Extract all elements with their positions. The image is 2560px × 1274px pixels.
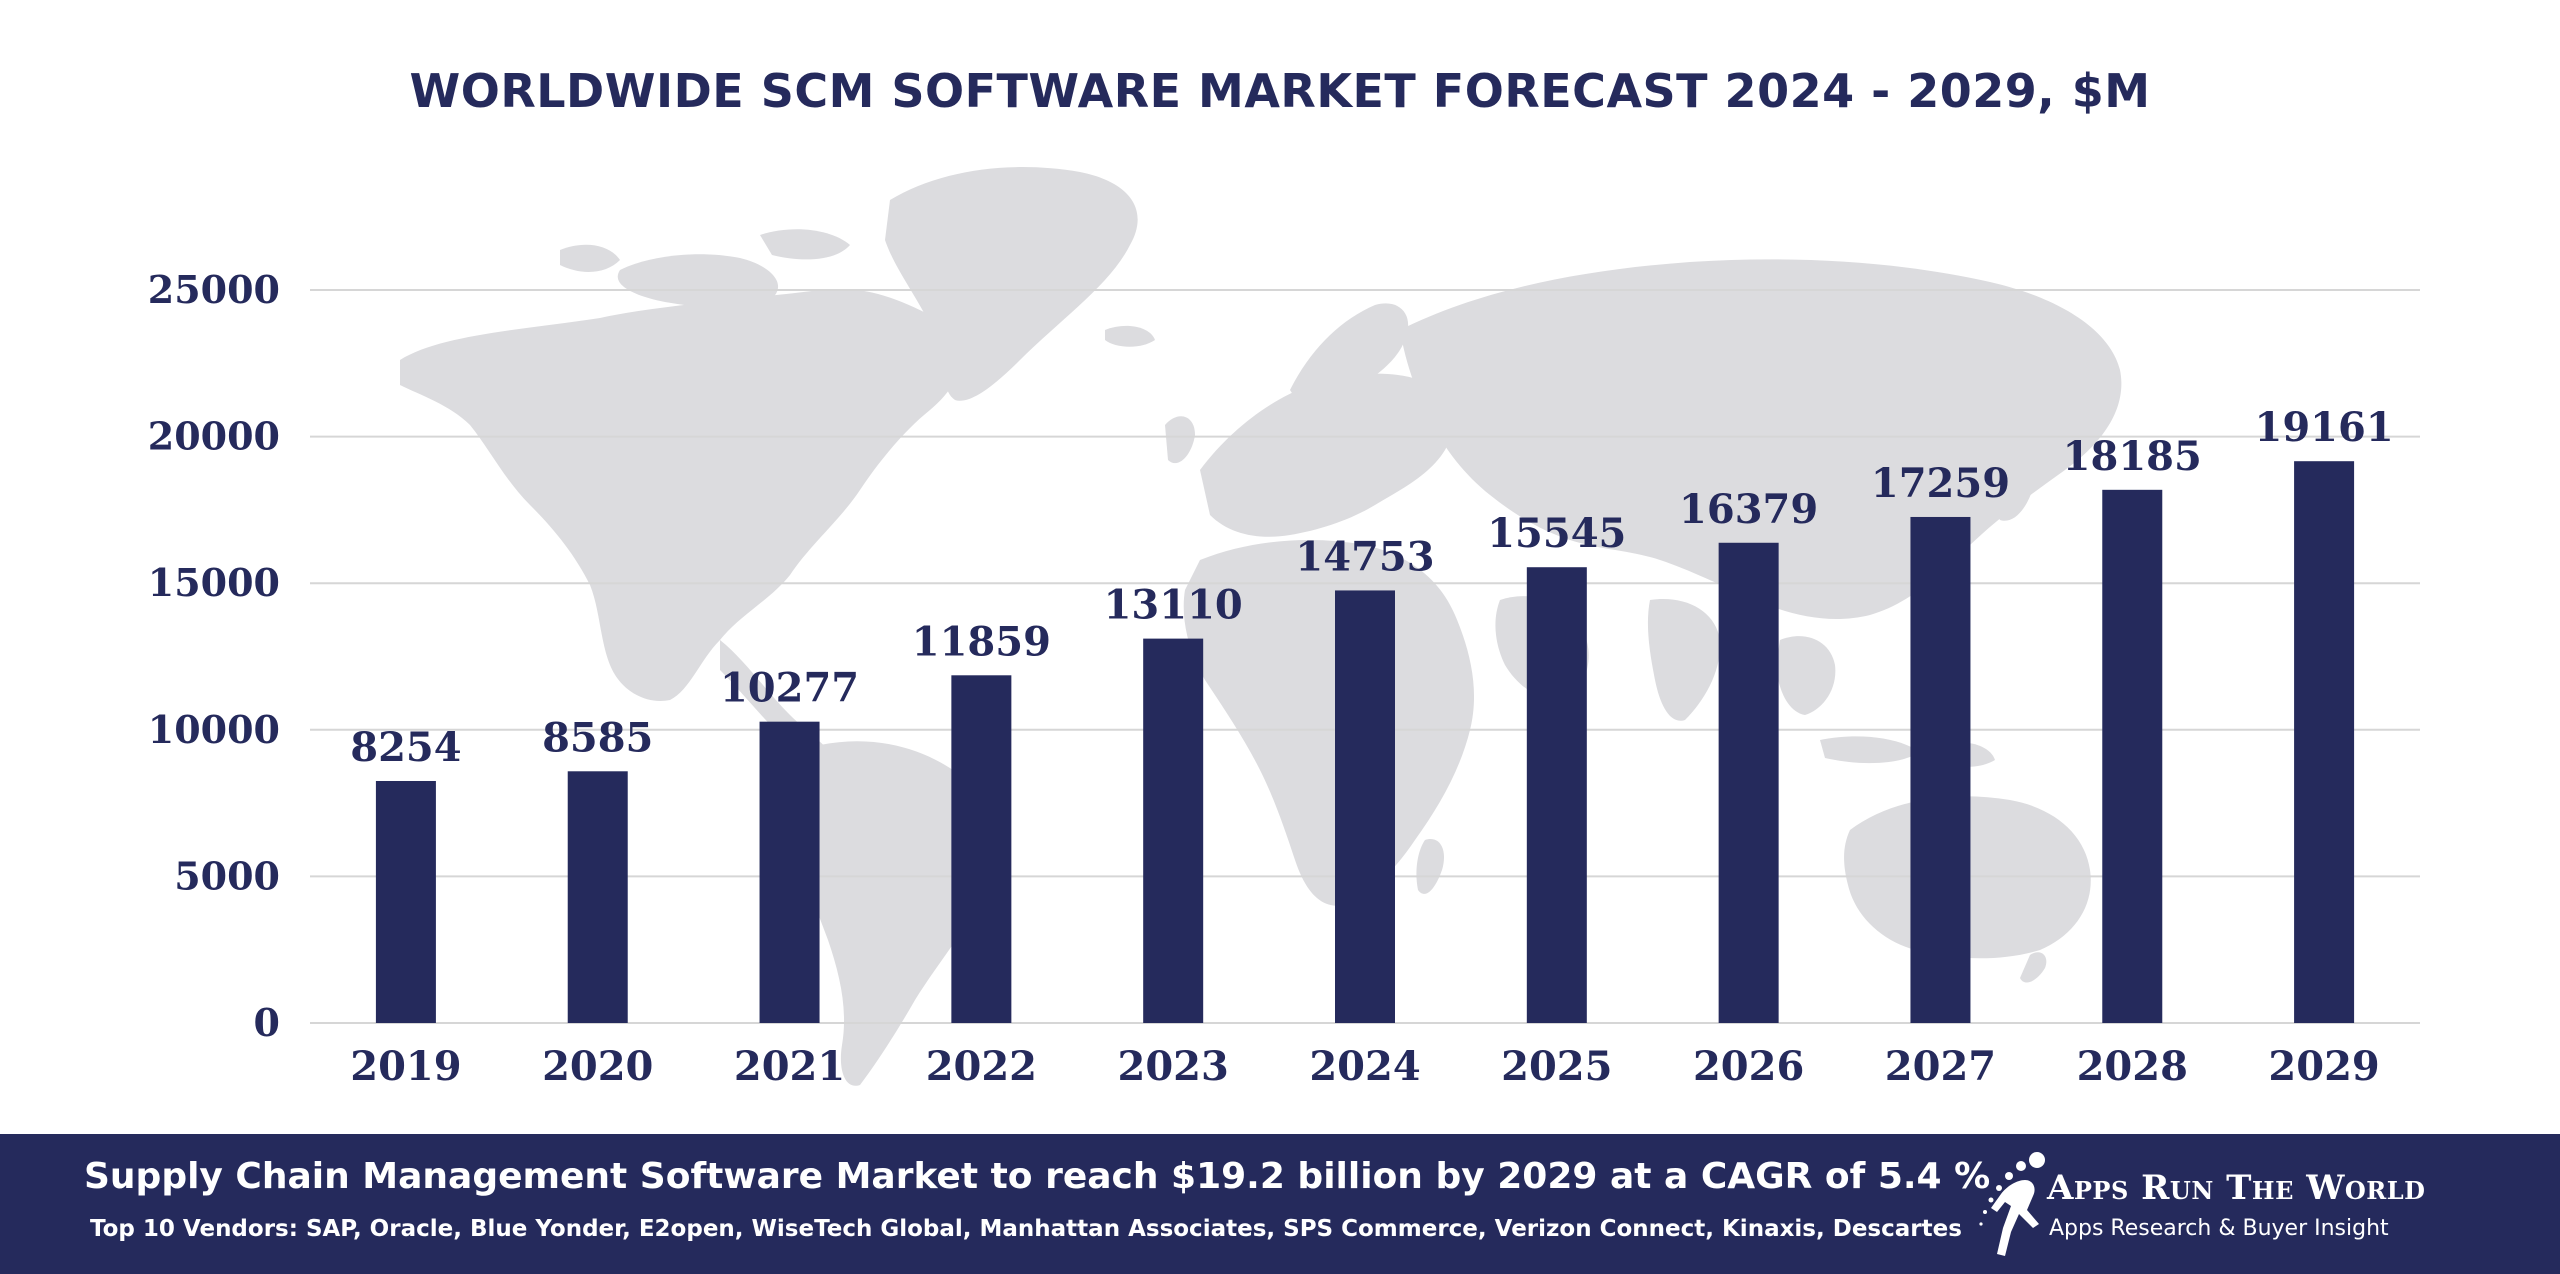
x-tick-label: 2028 [2077,1043,2188,1090]
bar [567,771,628,1023]
bar [1335,590,1395,1023]
bars [375,461,2355,1024]
footer-headline: Supply Chain Management Software Market … [84,1156,1991,1197]
bar [951,675,1012,1023]
bar [375,780,436,1023]
x-tick-label: 2020 [542,1043,653,1090]
y-tick-label: 15000 [148,560,280,605]
x-tick-label: 2019 [350,1043,461,1090]
y-tick-label: 20000 [148,414,280,459]
x-tick-label: 2024 [1309,1043,1420,1090]
y-tick-label: 25000 [148,267,280,312]
data-labels: 8254 8585 10277 11859 13110 14753 15545 16379 17… [350,404,2393,771]
world-map-background [400,167,2122,1086]
data-label: 15545 [1487,510,1626,557]
bar [1718,542,1779,1023]
bar [1143,638,1204,1023]
x-tick-label: 2021 [734,1043,845,1090]
x-axis: 2019 2020 2021 2022 2023 2024 2025 2026 2027 2028… [350,1043,2380,1090]
x-tick-label: 2029 [2268,1043,2379,1090]
bar [1910,516,1971,1023]
data-label: 16379 [1679,486,1818,533]
x-tick-label: 2023 [1118,1043,1229,1090]
data-label: 13110 [1104,582,1243,629]
chart-plot: 0 5000 10000 15000 20000 25000 8254 8585 10277 1… [148,167,2420,1090]
data-label: 10277 [720,665,859,712]
brand-tagline: Apps Research & Buyer Insight [2049,1216,2389,1241]
chart-title: WORLDWIDE SCM SOFTWARE MARKET FORECAST 2… [409,64,2151,118]
y-tick-label: 5000 [174,853,280,898]
data-label: 8585 [542,714,653,761]
x-tick-label: 2027 [1885,1043,1996,1090]
brand-name: Apps Run The World [2047,1168,2426,1208]
data-label: 14753 [1295,533,1434,580]
runner-logo-icon [1979,1152,2045,1256]
y-axis: 0 5000 10000 15000 20000 25000 [148,267,280,1045]
data-label: 11859 [912,618,1051,665]
bar [1526,567,1587,1023]
bar [2294,461,2355,1024]
data-label: 18185 [2063,433,2202,480]
bar [759,721,820,1023]
x-tick-label: 2026 [1693,1043,1804,1090]
data-label: 19161 [2255,404,2394,451]
y-tick-label: 0 [254,1000,280,1045]
data-label: 8254 [350,724,461,771]
footer-vendors: Top 10 Vendors: SAP, Oracle, Blue Yonder… [90,1216,1962,1242]
y-tick-label: 10000 [148,707,280,752]
x-tick-label: 2022 [926,1043,1037,1090]
brand-logo: Apps Run The World Apps Research & Buyer… [1975,1150,2475,1260]
x-tick-label: 2025 [1501,1043,1612,1090]
bar [2102,489,2163,1023]
data-label: 17259 [1871,460,2010,507]
footer-banner: Supply Chain Management Software Market … [0,1134,2560,1274]
